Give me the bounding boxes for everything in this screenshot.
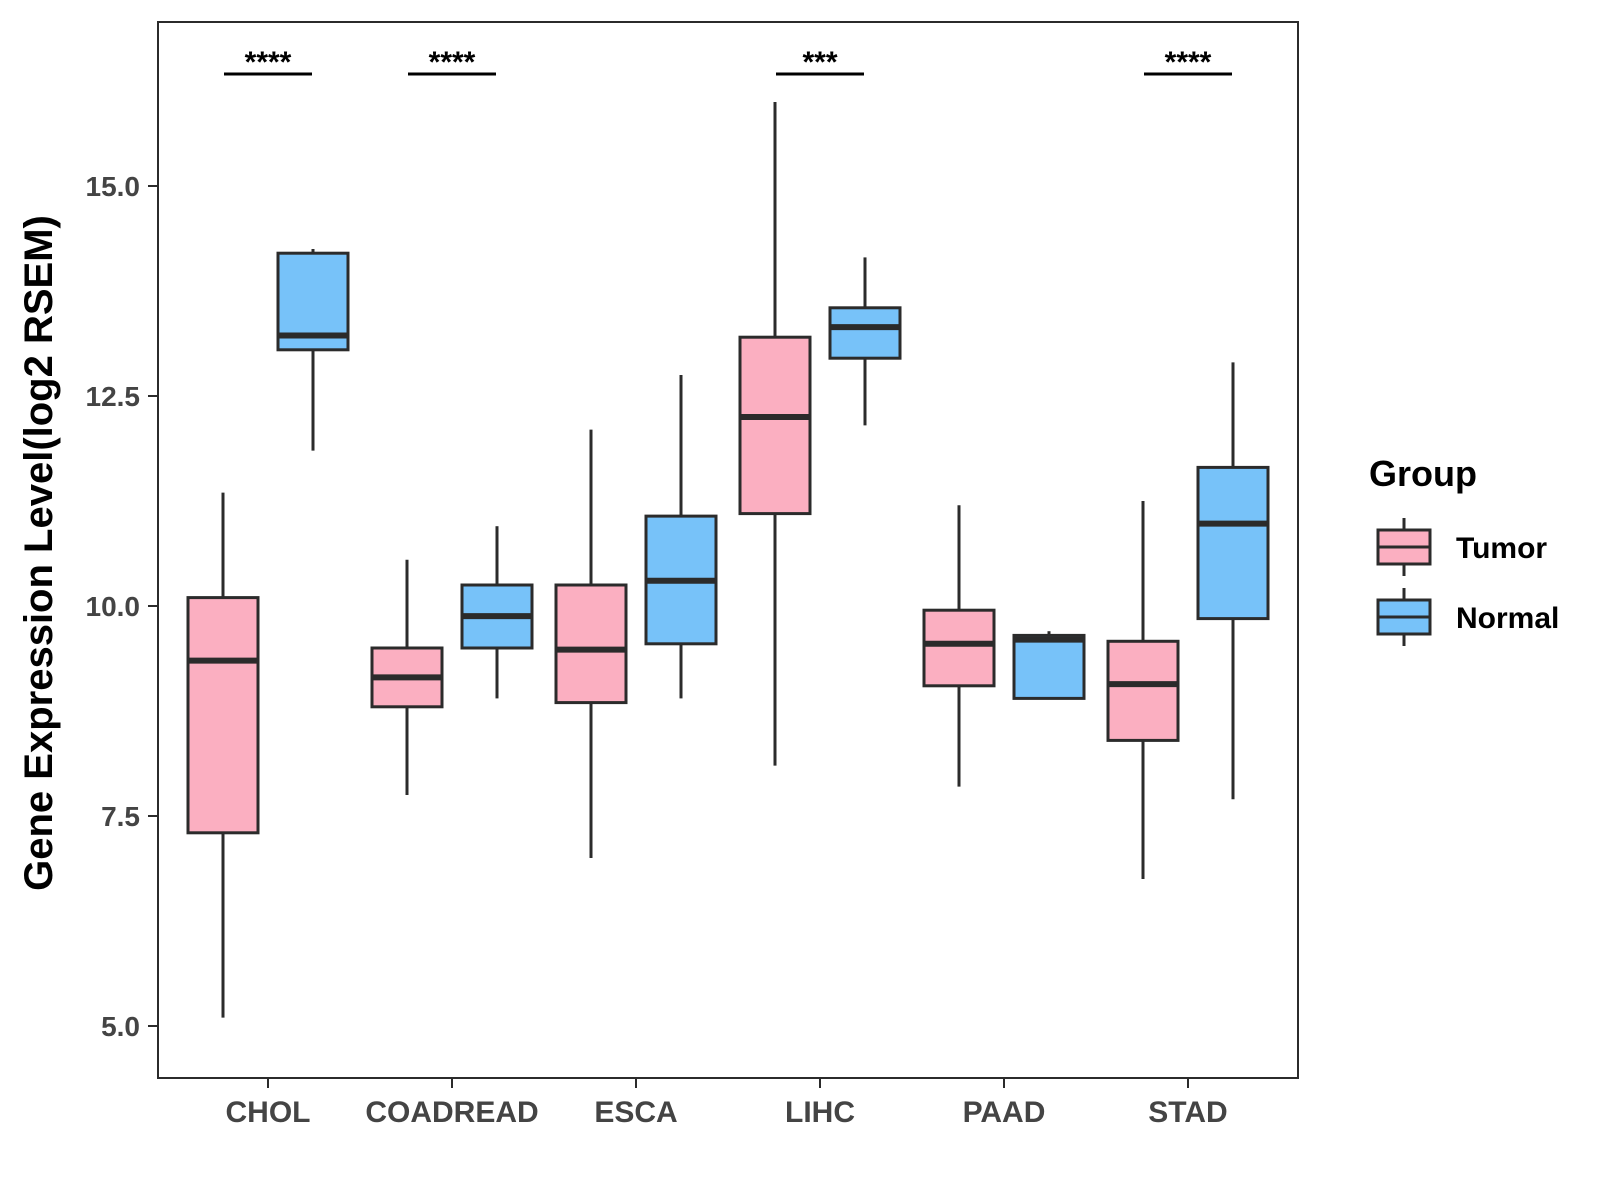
x-tick-label: STAD (1148, 1096, 1227, 1129)
box-tumor-paad (922, 505, 996, 787)
significance-label: **** (429, 46, 476, 79)
box-normal-stad (1196, 362, 1270, 800)
box-normal-chol (276, 249, 350, 451)
y-tick-label: 10.0 (86, 591, 141, 622)
legend-label: Tumor (1456, 532, 1547, 565)
significance-stad: **** (1144, 46, 1232, 79)
x-tick-label: LIHC (785, 1096, 855, 1129)
legend-label: Normal (1456, 602, 1559, 635)
y-axis: 5.0 7.5 10.0 12.5 15.0 (86, 171, 158, 1042)
box-body (186, 596, 260, 835)
box-tumor-stad (1106, 501, 1180, 879)
box-tumor-chol (186, 492, 260, 1018)
box-tumor-esca (554, 429, 628, 858)
x-axis: CHOL COADREAD ESCA LIHC PAAD STAD (226, 1078, 1228, 1129)
box-body (738, 335, 812, 516)
y-tick-label: 15.0 (86, 171, 141, 202)
box-body (1106, 639, 1180, 742)
y-tick-label: 5.0 (101, 1011, 140, 1042)
significance-label: *** (802, 46, 837, 79)
box-tumor-lihc (738, 102, 812, 766)
significance-chol: **** (224, 46, 312, 79)
series-tumor (186, 102, 1180, 1018)
x-tick-label: PAAD (963, 1096, 1046, 1129)
significance-label: **** (245, 46, 292, 79)
legend-title: Group (1369, 453, 1477, 494)
series-normal (276, 249, 1270, 800)
box-normal-esca (644, 375, 718, 699)
significance-lihc: *** (776, 46, 864, 79)
box-body (828, 306, 902, 360)
plot-border (157, 21, 1299, 1079)
box-normal-coadread (460, 526, 534, 699)
x-tick-label: ESCA (594, 1096, 677, 1129)
y-tick-label: 7.5 (101, 801, 140, 832)
legend: Group Tumor Normal (1369, 453, 1559, 646)
x-tick-label: CHOL (226, 1096, 311, 1129)
box-normal-lihc (828, 257, 902, 426)
box-body (1012, 633, 1086, 700)
box-body (554, 583, 628, 705)
box-tumor-coadread (370, 559, 444, 795)
box-normal-paad (1012, 631, 1086, 700)
significance-coadread: **** (408, 46, 496, 79)
box-body (922, 608, 996, 688)
significance-label: **** (1165, 46, 1212, 79)
plot-area: **** **** *** **** (157, 21, 1299, 1079)
legend-item-normal: Normal (1376, 588, 1559, 646)
y-tick-label: 12.5 (86, 381, 141, 412)
legend-item-tumor: Tumor (1376, 518, 1547, 576)
x-tick-label: COADREAD (365, 1096, 538, 1129)
y-axis-title: Gene Expression Level(log2 RSEM) (17, 215, 61, 891)
box-body (1196, 465, 1270, 621)
